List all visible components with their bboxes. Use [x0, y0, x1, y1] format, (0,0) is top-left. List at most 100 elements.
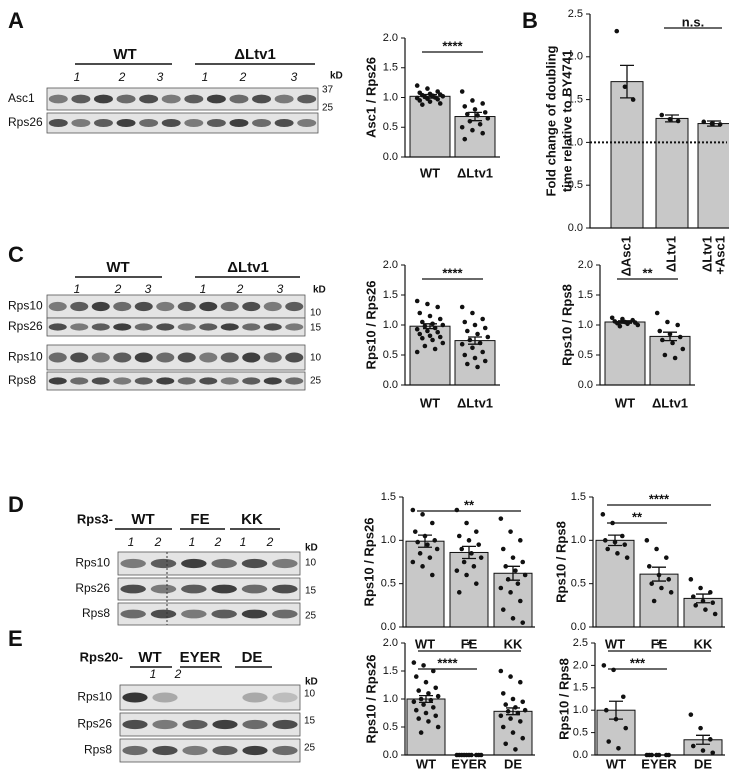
lane-number: 2 — [114, 282, 122, 296]
band — [122, 692, 148, 703]
lane-number: 1 — [74, 282, 81, 296]
data-point — [470, 310, 475, 316]
data-point — [418, 730, 424, 735]
data-point — [440, 340, 446, 346]
data-point — [665, 319, 670, 325]
group-label: KK — [241, 511, 263, 528]
data-point — [675, 118, 681, 124]
band — [274, 119, 294, 127]
data-point — [503, 702, 509, 707]
data-point — [606, 739, 612, 744]
data-point — [508, 674, 513, 679]
data-point — [611, 667, 616, 673]
group-label: WT — [113, 46, 136, 63]
band — [161, 94, 181, 104]
band — [242, 323, 261, 331]
data-point — [426, 719, 431, 724]
data-point — [649, 581, 655, 586]
data-point — [690, 743, 696, 749]
band — [93, 119, 113, 127]
data-point — [434, 546, 440, 552]
data-point — [667, 331, 673, 337]
y-tick-label: 1.0 — [381, 534, 396, 546]
band — [285, 301, 304, 312]
data-point — [470, 98, 475, 103]
band — [70, 301, 89, 312]
axes — [402, 497, 535, 628]
data-point — [625, 321, 630, 327]
x-tick-label: +Asc1 — [712, 236, 727, 275]
y-axis-label: Rps10 / Rps8 — [559, 284, 574, 366]
data-point — [469, 551, 474, 556]
x-tick-label: FE — [651, 636, 668, 651]
data-point — [465, 328, 470, 334]
data-point — [459, 304, 465, 310]
row-label: Rps10 — [75, 556, 110, 570]
band — [71, 119, 91, 127]
bar — [595, 539, 635, 628]
marker-size: 10 — [305, 558, 317, 569]
band — [181, 609, 207, 619]
data-point — [609, 315, 615, 321]
data-point — [411, 660, 417, 665]
lane-number: 1 — [74, 70, 81, 84]
data-point — [620, 694, 626, 700]
data-point — [662, 352, 668, 358]
y-tick-label: 1.0 — [568, 136, 583, 148]
lane-number: 1 — [200, 282, 207, 296]
band — [182, 745, 208, 756]
bar — [409, 325, 451, 386]
data-point — [630, 97, 636, 102]
data-point — [623, 725, 629, 731]
data-point — [410, 507, 416, 513]
data-point — [467, 337, 473, 343]
y-axis-label: Rps10 / Rps8 — [556, 658, 571, 740]
data-point — [503, 564, 509, 569]
significance-label: ** — [464, 497, 475, 512]
kd-label: kD — [313, 285, 326, 296]
data-point — [462, 352, 468, 358]
marker-size: 37 — [322, 85, 334, 96]
panel-letter: E — [8, 626, 23, 651]
y-tick-label: 2.0 — [573, 659, 588, 671]
data-point — [427, 333, 433, 339]
bar — [610, 81, 644, 229]
data-point — [412, 529, 418, 534]
y-tick-label: 0.0 — [383, 379, 398, 391]
lane-number: 3 — [157, 70, 164, 84]
band — [177, 301, 196, 312]
data-point — [654, 546, 659, 552]
band — [212, 719, 238, 730]
data-point — [473, 581, 479, 586]
band — [70, 323, 89, 331]
band — [70, 377, 89, 385]
data-point — [505, 709, 511, 714]
y-tick-label: 0.0 — [571, 621, 586, 633]
axes — [592, 497, 725, 628]
y-tick-label: 2.0 — [383, 32, 398, 44]
data-point — [427, 313, 433, 319]
significance-label: ** — [642, 265, 653, 280]
data-point — [513, 747, 518, 752]
y-tick-label: 2.5 — [573, 637, 588, 649]
data-point — [435, 96, 440, 102]
panel-letter: A — [8, 8, 24, 33]
x-tick-label: KK — [504, 636, 523, 651]
blot-strip — [117, 602, 301, 626]
marker-size: 15 — [304, 716, 316, 727]
blot-strip — [117, 577, 301, 601]
bar — [649, 335, 691, 386]
bar — [697, 123, 729, 229]
data-point — [421, 663, 426, 668]
lane-number: 1 — [189, 535, 196, 549]
data-point — [459, 89, 465, 94]
data-point — [635, 322, 641, 328]
band — [48, 94, 68, 104]
axes — [404, 38, 500, 158]
panel-letter: C — [8, 242, 24, 267]
data-point — [500, 546, 506, 552]
data-point — [480, 101, 485, 106]
data-point — [413, 707, 419, 713]
data-point — [617, 323, 623, 329]
band — [156, 323, 175, 331]
